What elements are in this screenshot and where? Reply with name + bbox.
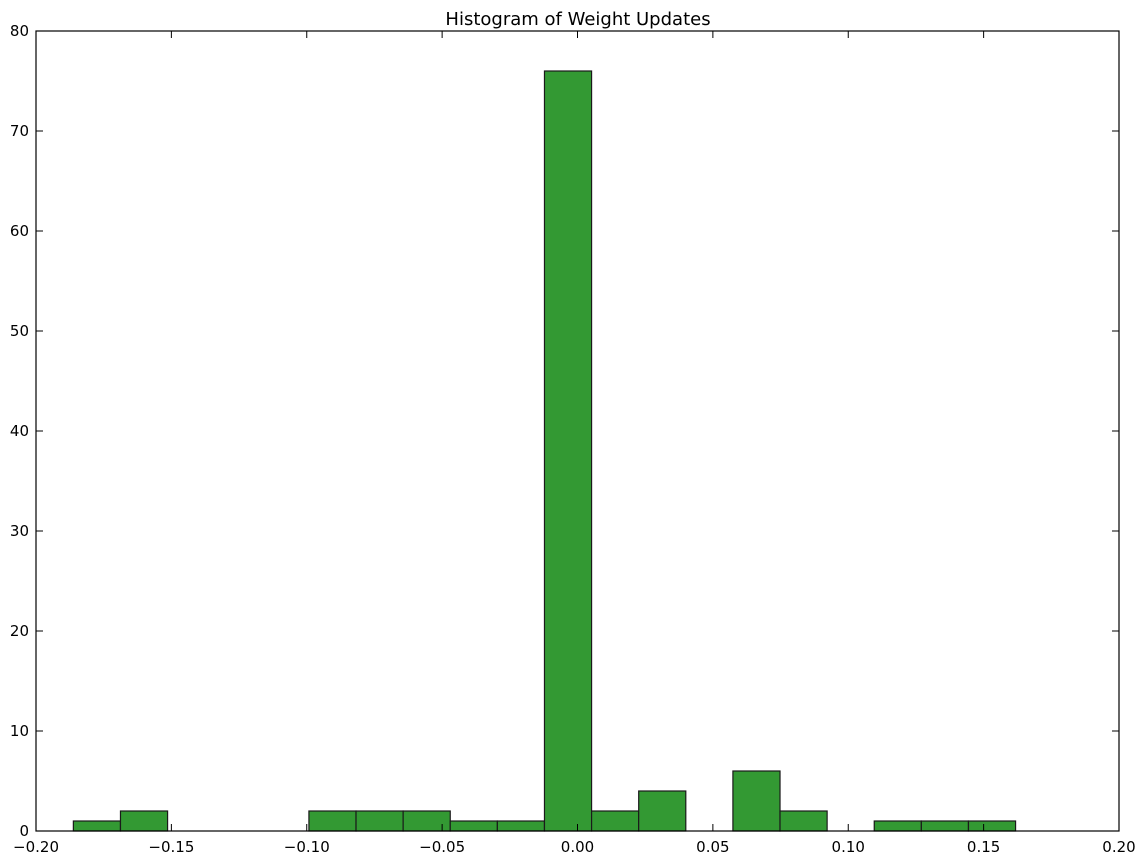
histogram-bar — [496, 820, 546, 832]
y-tick-label: 30 — [10, 522, 29, 540]
histogram-bar — [967, 820, 1017, 832]
x-tick-label: −0.20 — [13, 838, 59, 856]
y-tick-label: 70 — [10, 122, 29, 140]
x-tick-label: −0.05 — [419, 838, 465, 856]
histogram-bar — [590, 810, 640, 832]
histogram-bar — [119, 810, 169, 832]
histogram-bar — [449, 820, 498, 832]
y-tick-label: 40 — [10, 422, 29, 440]
bars-layer — [72, 70, 1017, 832]
y-tick-label: 60 — [10, 222, 29, 240]
x-tick-label: 0.15 — [967, 838, 1000, 856]
histogram-bar — [355, 810, 404, 832]
y-tick-label: 20 — [10, 622, 29, 640]
histogram-bar — [72, 820, 122, 832]
histogram-bar — [873, 820, 922, 832]
x-tick-label: 0.10 — [832, 838, 865, 856]
y-tick-label: 50 — [10, 322, 29, 340]
histogram-bar — [920, 820, 970, 832]
y-tick-label: 80 — [10, 22, 29, 40]
x-tick-label: 0.05 — [696, 838, 729, 856]
histogram-bar — [732, 770, 781, 832]
histogram-bar — [638, 790, 687, 832]
histogram-bar — [543, 70, 593, 832]
x-tick-label: 0.20 — [1102, 838, 1135, 856]
x-tick-label: −0.15 — [148, 838, 194, 856]
y-tick-label: 10 — [10, 722, 29, 740]
histogram-bar — [779, 810, 828, 832]
x-tick-label: 0.00 — [561, 838, 594, 856]
histogram-bar — [402, 810, 451, 832]
y-tick-label: 0 — [19, 822, 29, 840]
plot-frame — [35, 30, 1120, 832]
x-tick-label: −0.10 — [284, 838, 330, 856]
histogram-bar — [308, 810, 357, 832]
chart-title: Histogram of Weight Updates — [445, 9, 710, 30]
ticks-layer: −0.20 −0.15 −0.10 −0.05 0.00 0.05 0.10 0.15 0.20… — [10, 22, 1136, 856]
